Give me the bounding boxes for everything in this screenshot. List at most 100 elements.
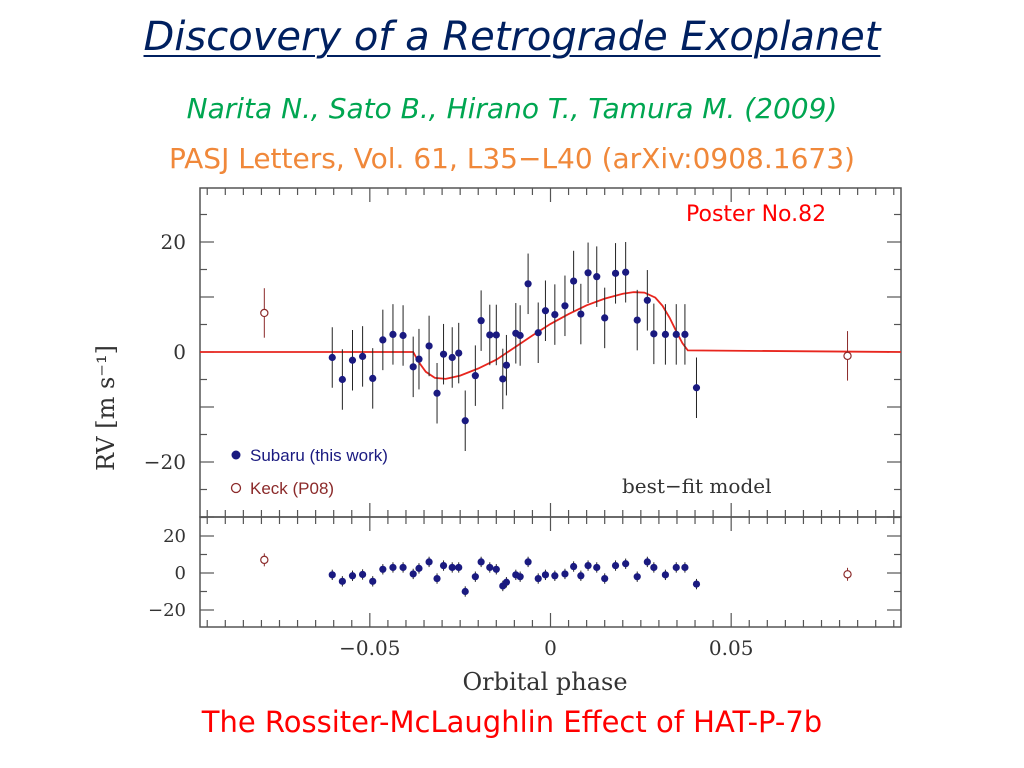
subaru-point (455, 349, 463, 357)
subaru-point (551, 572, 559, 580)
subaru-point (541, 571, 550, 579)
best-fit-model-curve (200, 291, 902, 380)
subaru-point (492, 331, 500, 339)
subaru-point (369, 374, 377, 382)
subaru-point (584, 562, 592, 570)
slide-title: Discovery of a Retrograde Exoplanet (143, 14, 881, 60)
subaru-point (409, 363, 417, 371)
y-tick-label: 0 (173, 340, 186, 364)
y-tick-label: 0 (175, 563, 186, 584)
subaru-point (399, 331, 407, 340)
subaru-point (516, 331, 524, 340)
subaru-point (681, 563, 689, 572)
subaru-point (415, 564, 423, 572)
subaru-point (524, 558, 532, 566)
subaru-point (433, 389, 441, 397)
author-list: Narita N., Sato B., Hirano T., Tamura M.… (186, 92, 838, 125)
subaru-point (584, 269, 592, 277)
subaru-point (455, 563, 463, 572)
subaru-point (389, 330, 397, 338)
subaru-point (541, 307, 550, 315)
subaru-point (425, 342, 433, 350)
legend-subaru-label: Subaru (this work) (250, 446, 388, 465)
subaru-point (593, 273, 601, 281)
subaru-point (524, 280, 532, 288)
subaru-point (359, 570, 367, 579)
top-panel-ticks (200, 188, 901, 518)
subaru-point (399, 563, 407, 572)
subaru-point (534, 329, 542, 337)
subaru-point (516, 573, 524, 581)
subaru-point (461, 587, 469, 596)
subaru-point (389, 563, 397, 572)
subaru-point (611, 562, 620, 570)
subaru-point (486, 563, 494, 572)
subaru-point (551, 311, 559, 319)
subaru-point (601, 574, 609, 583)
subaru-point (661, 330, 670, 338)
subaru-point (433, 574, 441, 583)
subaru-point (650, 330, 658, 338)
subaru-point (672, 330, 680, 338)
subaru-point (593, 563, 601, 572)
x-tick-label: 0 (544, 636, 557, 660)
subaru-point (502, 578, 511, 586)
subaru-point (328, 353, 336, 362)
bottom-panel-points (260, 553, 852, 597)
subaru-point (692, 580, 701, 588)
subaru-point (622, 560, 630, 568)
bottom-panel-frame (199, 516, 902, 628)
slide-subtitle: The Rossiter-McLaughlin Effect of HAT-P-… (201, 705, 823, 739)
y-tick-label: 20 (163, 526, 186, 547)
legend-subaru-marker (231, 450, 241, 460)
subaru-point (633, 573, 641, 581)
subaru-point (570, 562, 578, 571)
subaru-point (486, 331, 494, 339)
best-fit-annotation: best−fit model (622, 474, 771, 498)
y-axis-label: RV [m s⁻¹] (92, 345, 120, 471)
subaru-point (692, 384, 701, 392)
top-panel-points (260, 242, 852, 451)
subaru-point (369, 577, 377, 585)
subaru-point (643, 296, 651, 304)
keck-point (843, 351, 852, 361)
journal-reference: PASJ Letters, Vol. 61, L35−L40 (arXiv:09… (169, 142, 855, 175)
subaru-point (633, 316, 641, 324)
legend-keck-label: Keck (P08) (250, 479, 334, 498)
x-axis-label: Orbital phase (462, 668, 627, 696)
x-tick-label: 0.05 (709, 636, 754, 660)
x-tick-labels: −0.05 0 0.05 (339, 636, 753, 660)
top-y-tick-labels: −20 0 20 (144, 230, 186, 474)
subaru-point (461, 417, 469, 425)
subaru-point (448, 563, 456, 572)
subaru-point (681, 330, 689, 338)
subaru-point (448, 353, 456, 362)
subaru-point (643, 558, 651, 566)
keck-point (260, 308, 269, 318)
subaru-point (328, 571, 336, 579)
subaru-point (379, 565, 387, 573)
y-tick-label: −20 (144, 450, 186, 474)
keck-point (260, 555, 269, 565)
bottom-panel-ticks (200, 516, 901, 627)
subaru-point (409, 570, 417, 578)
y-tick-label: −20 (148, 600, 186, 621)
legend-keck-marker (230, 482, 242, 494)
subaru-point (477, 558, 485, 566)
subaru-point (471, 372, 479, 380)
subaru-point (577, 310, 585, 318)
subaru-point (561, 570, 569, 578)
subaru-point (534, 574, 542, 583)
subaru-point (492, 565, 500, 573)
bottom-y-tick-labels: −20 0 20 (148, 526, 186, 621)
subaru-point (477, 317, 485, 325)
subaru-point (499, 375, 507, 383)
subaru-point (661, 571, 670, 579)
subaru-point (379, 336, 387, 344)
subaru-point (425, 558, 433, 566)
subaru-point (622, 268, 630, 276)
subaru-point (601, 314, 609, 322)
subaru-point (471, 573, 479, 581)
subaru-point (611, 269, 620, 277)
